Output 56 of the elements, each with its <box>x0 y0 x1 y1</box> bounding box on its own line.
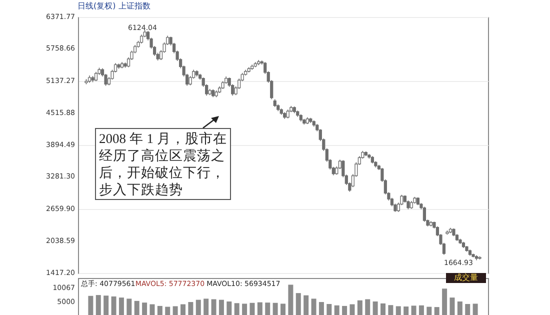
bar <box>126 298 132 315</box>
bar <box>257 302 262 315</box>
annotation: 成交量 <box>446 273 486 283</box>
bar <box>372 301 378 315</box>
bar <box>165 306 170 315</box>
bar <box>172 306 178 315</box>
bar <box>196 300 201 315</box>
bar <box>450 298 455 315</box>
bar <box>434 307 440 315</box>
bar <box>150 304 155 315</box>
bar <box>157 306 162 315</box>
bar <box>134 300 140 315</box>
bar <box>350 304 355 315</box>
bar <box>418 305 424 315</box>
bar <box>457 301 462 315</box>
bar <box>142 302 148 315</box>
candlestick <box>422 206 426 222</box>
bar <box>96 295 101 315</box>
bar <box>272 302 278 315</box>
bar <box>388 305 394 315</box>
annotation: 2008 年 1 月，股市在经历了高位区震荡之后，开始破位下行，步入下跌趋势 <box>95 128 231 200</box>
bar <box>188 302 194 315</box>
bar <box>204 298 209 315</box>
bar <box>104 296 109 315</box>
bar <box>265 302 270 315</box>
bar <box>118 298 124 315</box>
bar <box>342 306 348 315</box>
bar <box>234 303 240 315</box>
bar <box>250 302 255 315</box>
candlestick <box>94 71 98 82</box>
bar <box>242 304 248 315</box>
bar <box>365 299 370 315</box>
bar <box>226 301 232 315</box>
bar <box>218 300 224 315</box>
bar <box>211 299 216 315</box>
bar <box>280 304 286 315</box>
bar <box>311 298 316 315</box>
bar <box>318 302 324 315</box>
bar <box>472 304 478 315</box>
bar <box>380 303 386 315</box>
bar <box>296 293 301 315</box>
bar <box>426 306 432 315</box>
bar <box>465 304 470 315</box>
bar <box>442 288 448 315</box>
bar <box>288 284 294 315</box>
bar <box>180 304 186 315</box>
bar <box>304 295 309 315</box>
bar <box>357 300 362 315</box>
bar <box>334 305 340 315</box>
bar <box>404 306 409 315</box>
bar <box>411 306 416 315</box>
bar <box>111 296 116 315</box>
bar <box>326 304 332 315</box>
bar <box>88 296 94 315</box>
chart-title: 日线(复权) 上证指数 <box>78 2 150 10</box>
bar <box>396 306 401 315</box>
